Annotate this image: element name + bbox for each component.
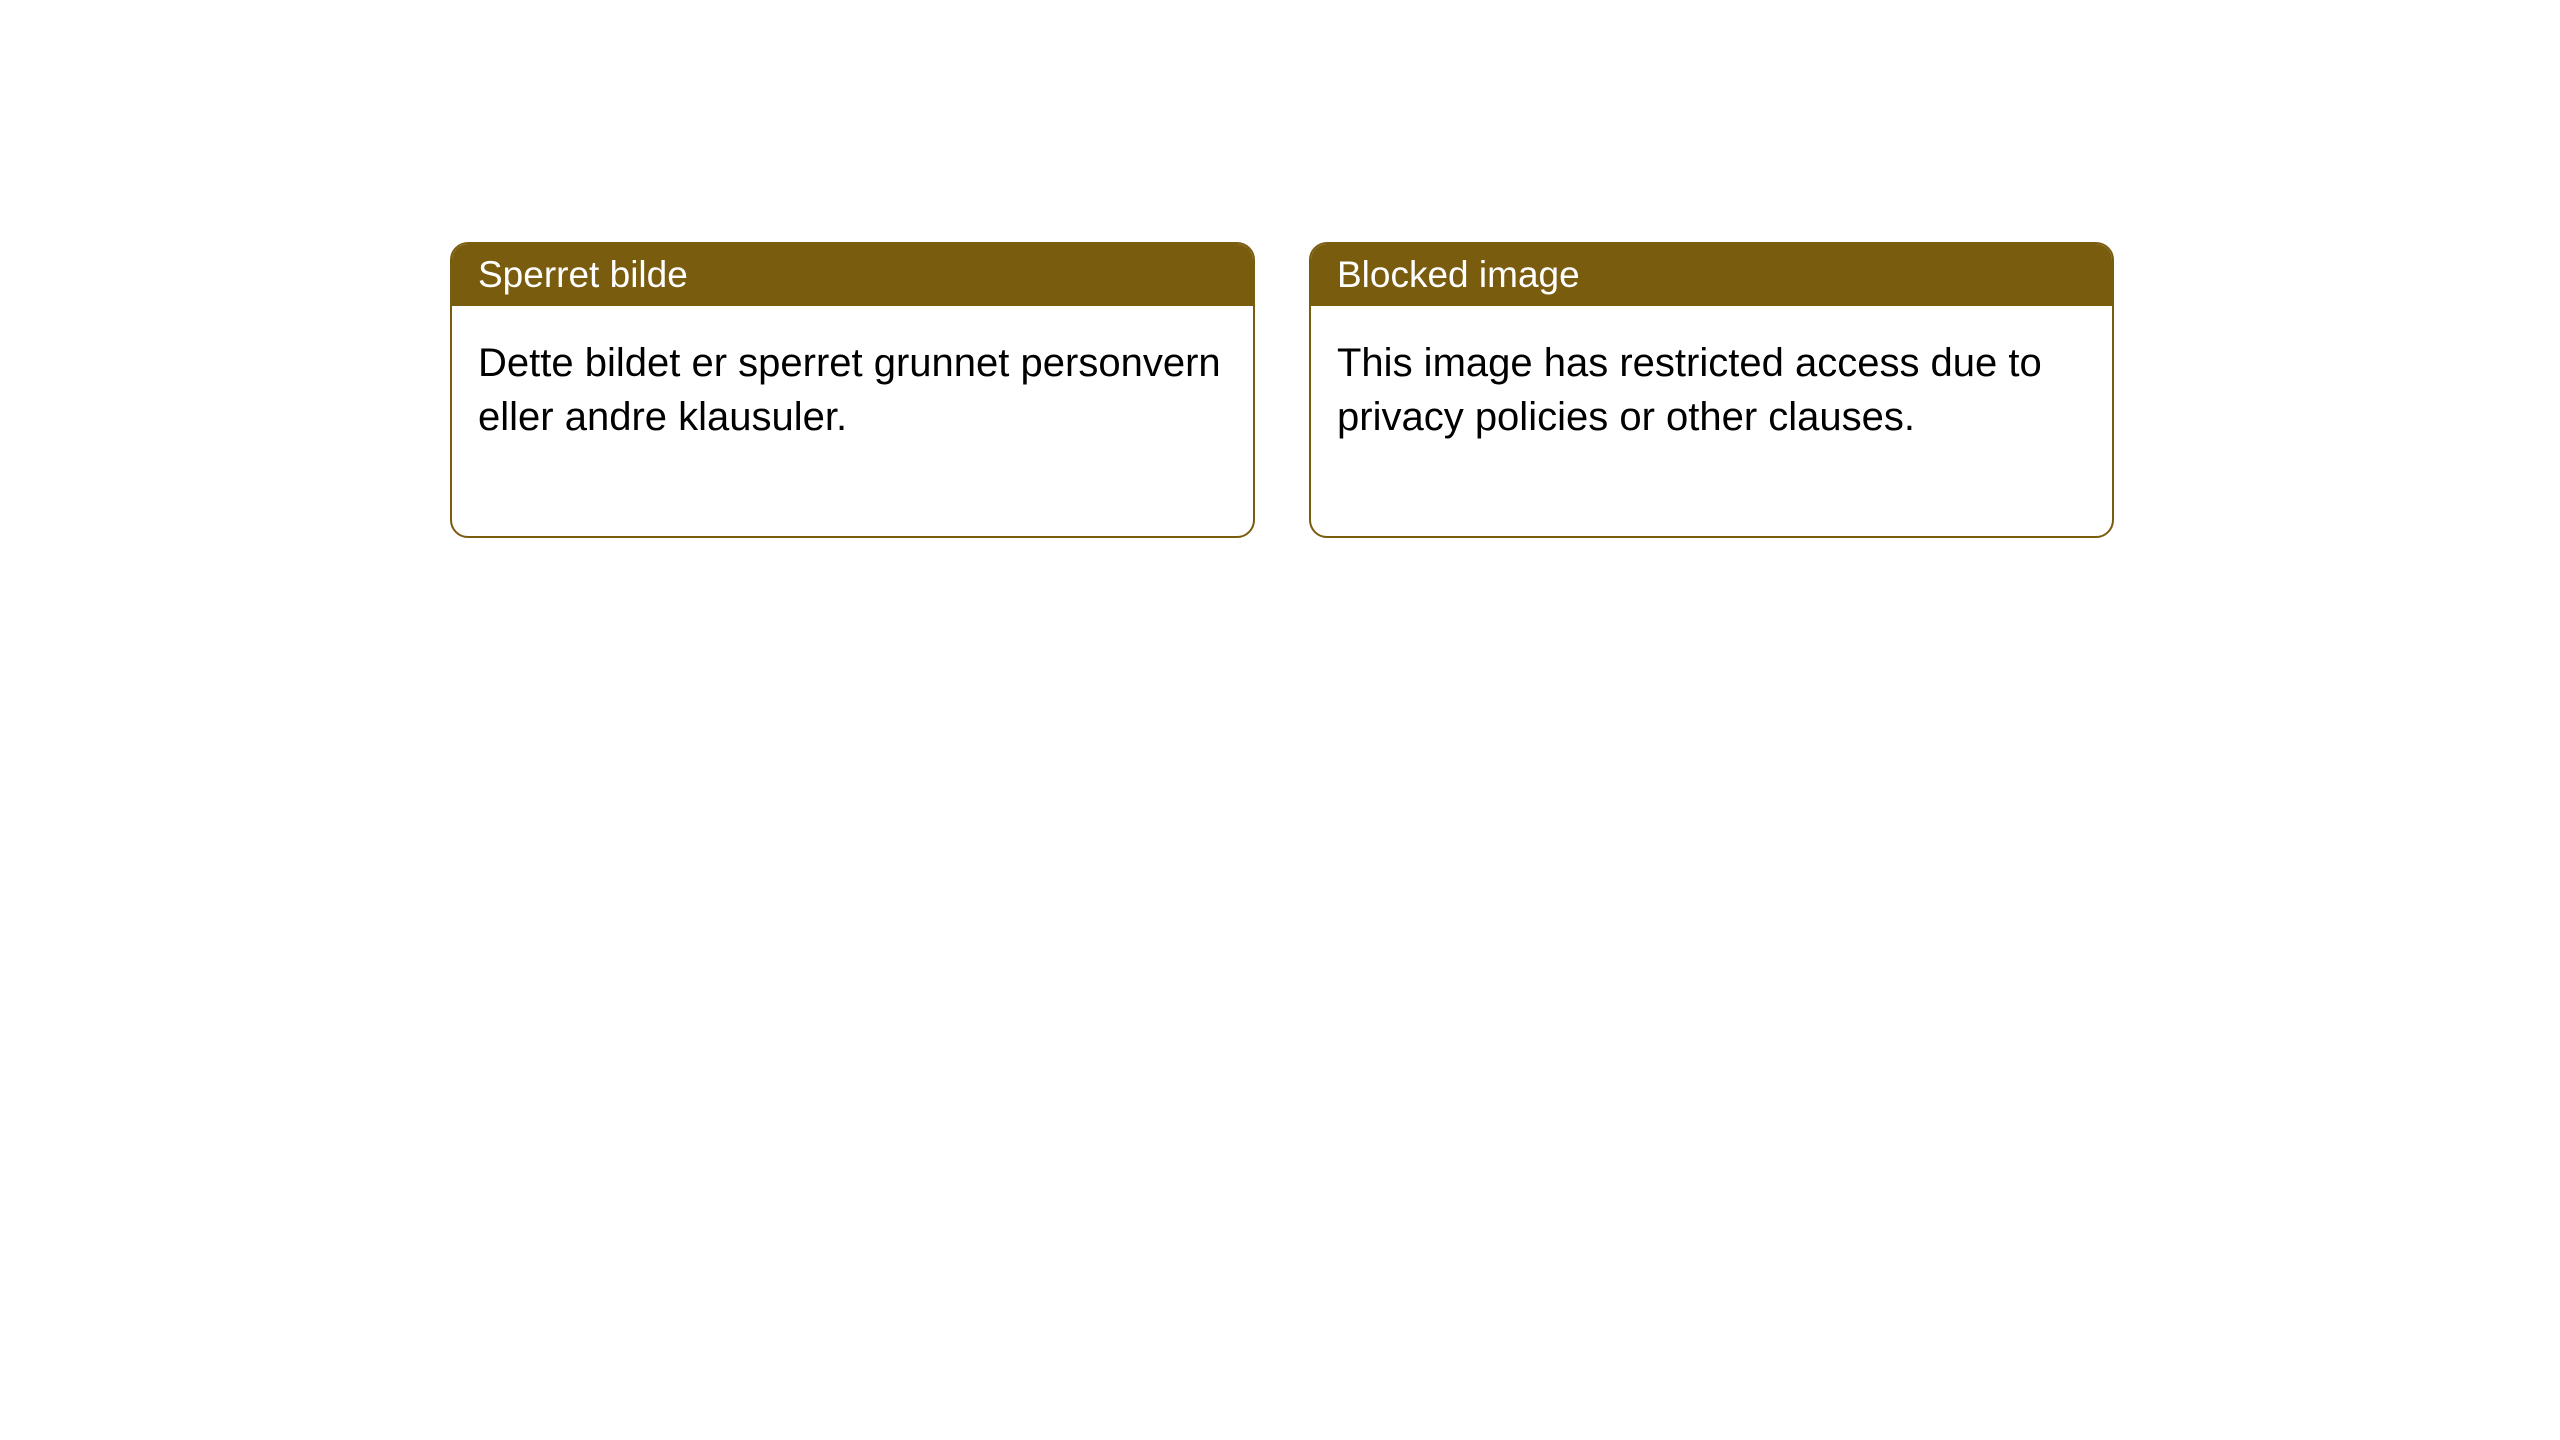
card-header: Sperret bilde: [452, 244, 1253, 306]
card-body-text: Dette bildet er sperret grunnet personve…: [478, 341, 1221, 439]
notice-card-norwegian: Sperret bilde Dette bildet er sperret gr…: [450, 242, 1255, 538]
card-title: Blocked image: [1337, 254, 1580, 295]
card-body-text: This image has restricted access due to …: [1337, 341, 2042, 439]
notice-card-english: Blocked image This image has restricted …: [1309, 242, 2114, 538]
card-body: This image has restricted access due to …: [1311, 306, 2112, 536]
card-title: Sperret bilde: [478, 254, 688, 295]
notice-cards-container: Sperret bilde Dette bildet er sperret gr…: [450, 242, 2114, 538]
card-body: Dette bildet er sperret grunnet personve…: [452, 306, 1253, 536]
card-header: Blocked image: [1311, 244, 2112, 306]
